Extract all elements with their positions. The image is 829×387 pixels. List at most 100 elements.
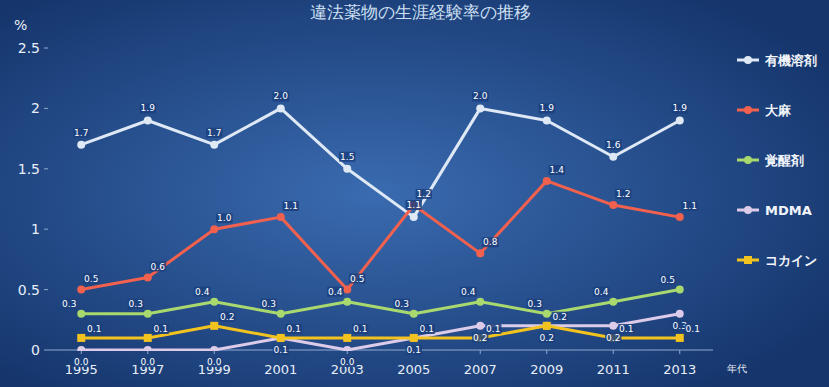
- data-label: 1.2: [417, 189, 431, 199]
- label-patch: [549, 165, 566, 175]
- y-tick: [44, 289, 48, 290]
- point: [144, 334, 152, 342]
- data-label: 0.0: [207, 357, 222, 367]
- label-patch: [460, 287, 477, 297]
- y-axis-title: %: [14, 17, 27, 33]
- series-line: [81, 314, 680, 350]
- data-label: 1.4: [550, 165, 565, 175]
- legend-marker: [744, 206, 752, 214]
- point: [210, 298, 218, 306]
- point: [144, 116, 152, 124]
- label-patch: [672, 103, 689, 113]
- point: [210, 141, 218, 149]
- label-patch: [128, 299, 144, 309]
- data-label: 0.3: [62, 299, 76, 309]
- label-patch: [685, 324, 701, 334]
- label-patch: [406, 345, 422, 355]
- data-label: 0.4: [195, 287, 210, 297]
- legend-label: 有機溶剤: [764, 53, 817, 68]
- legend-label: コカイン: [765, 253, 817, 268]
- data-label: 1.0: [217, 213, 232, 223]
- point: [144, 346, 152, 351]
- series-line: [81, 181, 680, 290]
- point: [476, 104, 484, 112]
- point: [543, 322, 551, 330]
- data-label: 0.1: [486, 324, 500, 334]
- label-patch: [83, 274, 99, 284]
- data-label: 0.2: [606, 333, 620, 343]
- x-tick-label: 2011: [597, 362, 630, 377]
- data-label: 0.4: [328, 287, 343, 297]
- label-patch: [605, 333, 621, 343]
- point: [277, 334, 285, 342]
- data-label: 0.1: [353, 324, 367, 334]
- point: [343, 346, 351, 351]
- data-label: 0.2: [540, 333, 554, 343]
- data-label: 1.9: [141, 103, 156, 113]
- data-label: 0.2: [220, 312, 234, 322]
- y-tick-label: 1: [31, 221, 40, 237]
- data-label: 0.4: [594, 287, 609, 297]
- label-patch: [327, 287, 344, 297]
- legend-marker: [744, 256, 752, 264]
- point: [543, 177, 551, 185]
- x-axis-title: 年代: [727, 363, 747, 374]
- point: [543, 310, 551, 318]
- point: [676, 334, 684, 342]
- label-patch: [419, 324, 435, 334]
- point: [676, 310, 684, 318]
- legend-marker: [744, 56, 752, 64]
- point: [277, 334, 285, 342]
- point: [343, 298, 351, 306]
- data-label: 0.1: [287, 324, 301, 334]
- x-tick: [480, 350, 481, 354]
- data-label: 1.2: [616, 189, 630, 199]
- label-patch: [416, 189, 432, 199]
- series-line: [81, 326, 680, 338]
- x-tick-label: 2013: [663, 362, 696, 377]
- point: [144, 310, 152, 318]
- point: [410, 334, 418, 342]
- data-label: 0.1: [87, 324, 101, 334]
- data-label: 0.2: [553, 312, 567, 322]
- data-label: 2.0: [473, 91, 488, 101]
- chart: 違法薬物の生涯経験率の推移%00.511.522.519951997199920…: [0, 0, 829, 387]
- point: [476, 322, 484, 330]
- data-label: 0.1: [686, 324, 700, 334]
- label-patch: [472, 333, 488, 343]
- label-patch: [150, 262, 167, 272]
- y-tick-label: 2: [31, 100, 40, 116]
- label-patch: [140, 357, 157, 367]
- data-label: 0.8: [483, 237, 498, 247]
- point: [676, 286, 684, 294]
- label-patch: [394, 299, 410, 309]
- y-tick-label: 2.5: [18, 40, 40, 56]
- data-label: 0.1: [619, 324, 633, 334]
- label-patch: [261, 299, 277, 309]
- point: [676, 116, 684, 124]
- label-patch: [273, 91, 290, 101]
- label-patch: [539, 103, 556, 113]
- legend-label: 大麻: [765, 103, 792, 118]
- x-tick-label: 2001: [264, 362, 297, 377]
- series-line: [81, 290, 680, 314]
- data-label: 0.3: [262, 299, 276, 309]
- point: [210, 225, 218, 233]
- y-tick-label: 1.5: [18, 161, 40, 177]
- legend-marker: [744, 156, 752, 164]
- label-patch: [140, 103, 157, 113]
- label-patch: [206, 357, 223, 367]
- data-labels: 1.71.91.72.01.51.12.01.91.61.90.50.61.01…: [61, 91, 701, 367]
- label-patch: [206, 128, 222, 138]
- label-patch: [472, 91, 489, 101]
- x-tick-label: 2005: [397, 362, 430, 377]
- point: [210, 322, 218, 330]
- data-label: 0.5: [350, 274, 364, 284]
- data-label: 1.1: [683, 201, 697, 211]
- data-label: 0.0: [74, 357, 89, 367]
- point: [77, 334, 85, 342]
- point: [410, 334, 418, 342]
- point: [77, 286, 85, 294]
- point: [343, 286, 351, 294]
- x-tick: [679, 350, 680, 354]
